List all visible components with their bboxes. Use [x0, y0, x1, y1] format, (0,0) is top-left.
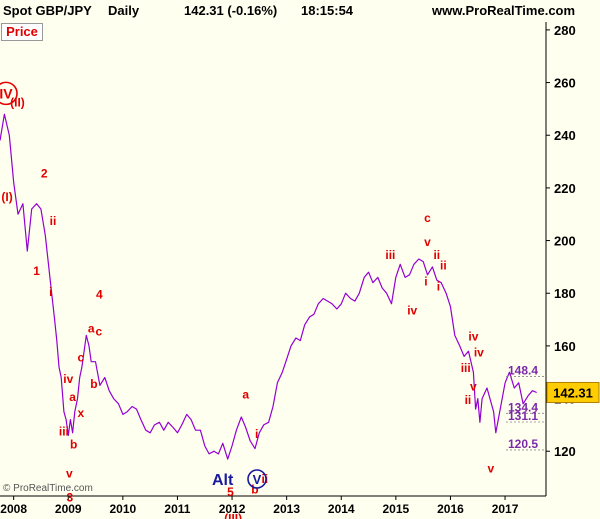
annotation-label-14: x: [77, 406, 84, 420]
x-tick-label-2016: 2016: [437, 502, 464, 516]
current-price-label: 142.31: [553, 385, 593, 400]
alt-label-circle: [247, 469, 267, 489]
y-tick-label-260: 260: [554, 76, 576, 91]
alt-label-text: Alt: [212, 472, 234, 489]
annotation-label-5: 1: [33, 264, 40, 278]
annotation-label-6: i: [49, 285, 52, 299]
annotation-label-29: i: [424, 274, 427, 288]
quote-label: 142.31 (-0.16%): [184, 3, 278, 18]
annotation-label-17: v: [66, 467, 73, 481]
y-tick-label-280: 280: [554, 23, 576, 38]
annotation-label-1: (II): [10, 95, 25, 109]
x-tick-label-2010: 2010: [109, 502, 136, 516]
x-axis-ticks: 2008 2009 2010 2011 2012 2013 2014 2015 2016 2017: [0, 496, 519, 516]
annotation-label-9: c: [95, 324, 102, 338]
symbol-title: Spot GBP/JPY: [3, 3, 92, 18]
x-tick-label-2011: 2011: [164, 502, 190, 516]
x-tick-label-2012: 2012: [219, 502, 246, 516]
level-label-3: 120.5: [508, 437, 538, 451]
annotation-label-3: 2: [41, 166, 48, 180]
annotation-label-13: a: [69, 390, 76, 404]
site-label: www.ProRealTime.com: [432, 3, 576, 18]
annotation-label-24: (III): [224, 511, 242, 519]
time-label: 18:15:54: [301, 3, 354, 18]
annotation-label-34: iv: [474, 345, 484, 359]
current-price-box: [546, 381, 600, 403]
level-label-0: 148.4: [508, 363, 538, 377]
annotation-label-37: ii: [465, 393, 472, 407]
current-price-marker: 142.31: [546, 381, 600, 403]
level-label-1: 134.4: [508, 400, 538, 414]
x-tick-label-2013: 2013: [273, 502, 300, 516]
period-label: Daily: [108, 3, 140, 18]
x-tick-label-2014: 2014: [328, 502, 355, 516]
y-tick-label-240: 240: [554, 128, 576, 143]
annotation-label-18: 3: [67, 490, 74, 504]
x-tick-label-2009: 2009: [55, 502, 82, 516]
y-tick-label-200: 200: [554, 234, 576, 249]
annotation-label-33: iv: [468, 330, 478, 344]
y-tick-label-160: 160: [554, 339, 576, 354]
level-label-2: 131.1: [508, 409, 538, 423]
annotation-label-11: b: [90, 377, 97, 391]
annotation-label-10: c: [77, 351, 84, 365]
annotation-label-22: 5: [227, 485, 234, 499]
chart-header: Spot GBP/JPY Daily 142.31 (-0.16%) 18:15…: [0, 0, 600, 22]
annotation-label-15: iii: [59, 424, 69, 438]
alt-label-circled-text: V: [253, 472, 262, 487]
annotation-label-23: b: [251, 482, 258, 496]
annotation-label-32: i: [437, 280, 440, 294]
copyright-text: © ProRealTime.com: [3, 483, 93, 494]
annotation-label-28: v: [424, 235, 431, 249]
annotation-label-35: iii: [461, 361, 471, 375]
annotation-label-16: b: [70, 438, 77, 452]
annotation-label-2: (I): [1, 190, 12, 204]
annotation-label-0: IV: [0, 85, 13, 101]
y-tick-label-220: 220: [554, 181, 576, 196]
annotation-label-19: a: [242, 388, 249, 402]
annotation-label-8: a: [88, 322, 95, 336]
annotation-label-30: ii: [433, 248, 440, 262]
annotation-label-4: ii: [50, 214, 57, 228]
annotation-label-7: 4: [96, 288, 103, 302]
annotation-label-36: v: [470, 380, 477, 394]
annotation-label-27: c: [424, 211, 431, 225]
x-tick-label-2008: 2008: [0, 502, 27, 516]
annotation-label-12: iv: [63, 372, 73, 386]
y-tick-label-180: 180: [554, 286, 576, 301]
alt-wave-label: Alt V: [212, 469, 267, 489]
price-series-line: [0, 113, 537, 460]
x-tick-label-2017: 2017: [492, 502, 519, 516]
annotation-label-21: ii: [261, 472, 268, 486]
annotation-label-26: iv: [407, 303, 417, 317]
annotation-label-25: iii: [385, 248, 395, 262]
y-axis-ticks: 120140160180200220240260280: [546, 23, 576, 459]
price-indicator-label[interactable]: Price: [1, 23, 43, 41]
annotation-circle-0: [0, 81, 18, 106]
y-tick-label-120: 120: [554, 444, 576, 459]
annotation-label-20: i: [255, 427, 258, 441]
annotation-label-38: v: [488, 461, 495, 475]
x-tick-label-2015: 2015: [382, 502, 409, 516]
annotation-label-31: ii: [440, 259, 447, 273]
